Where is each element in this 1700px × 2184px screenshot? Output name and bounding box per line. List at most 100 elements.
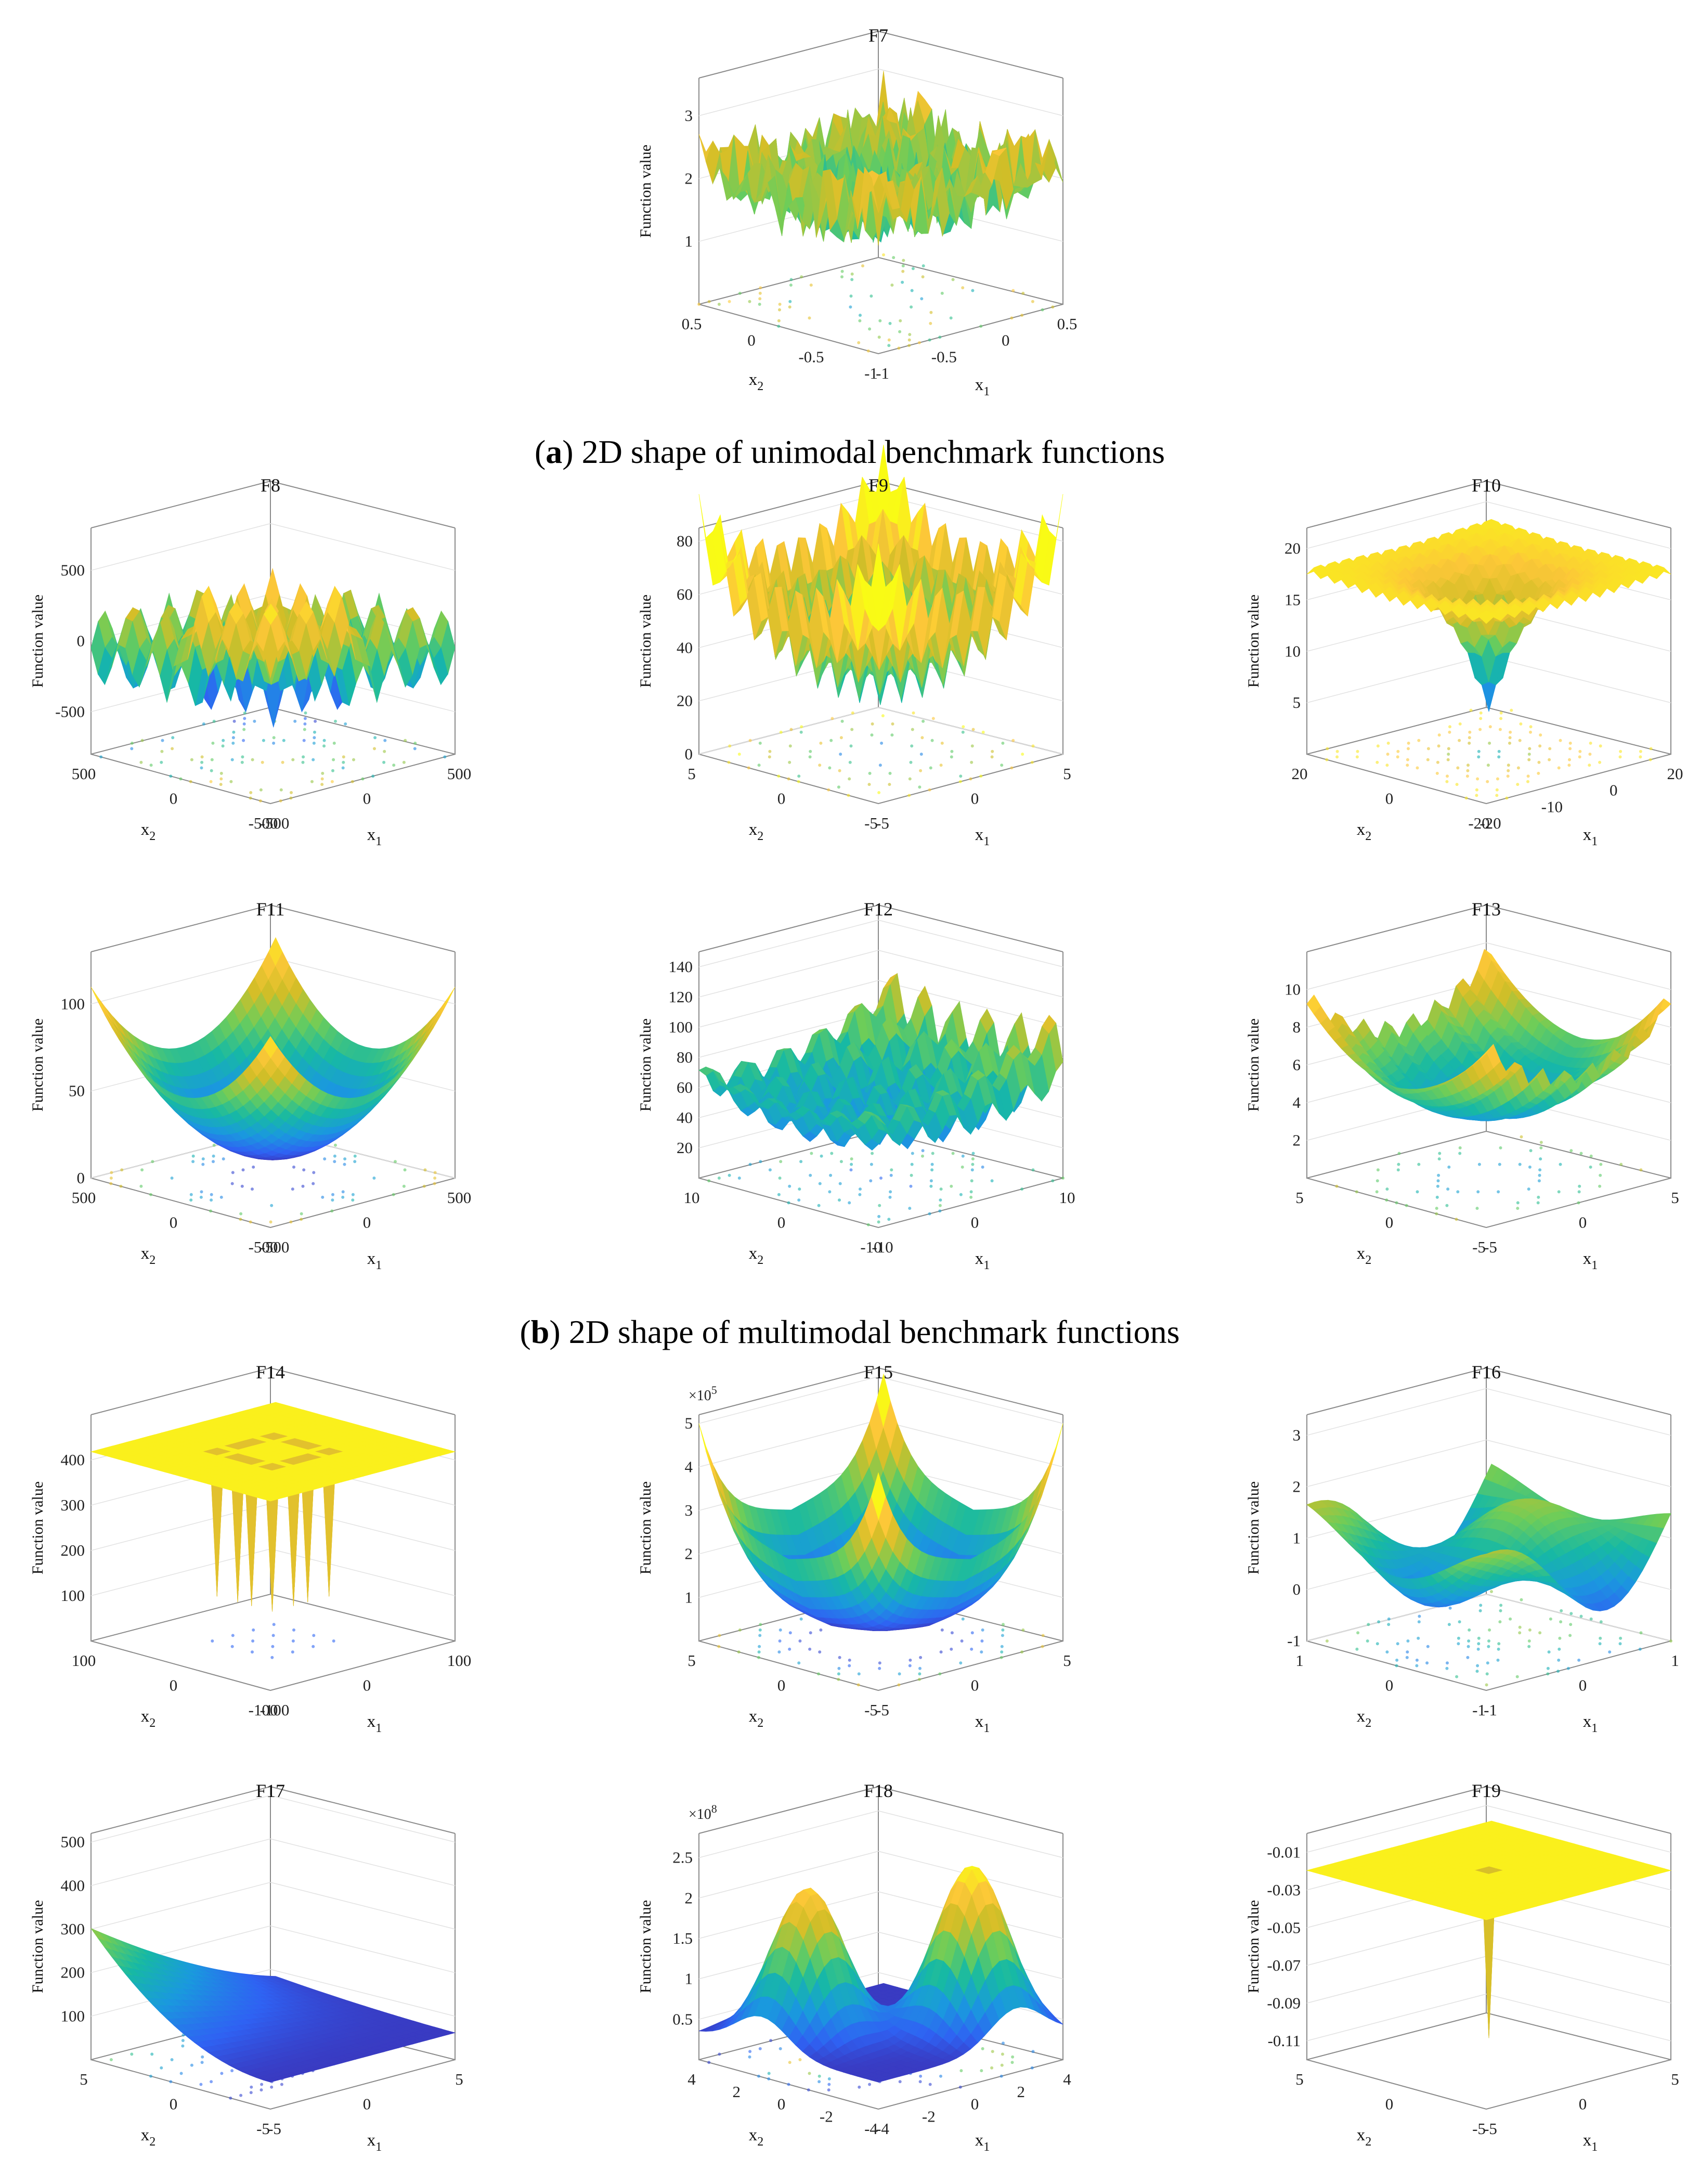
contour-dot [1527,1187,1530,1191]
contour-dot [1618,755,1622,759]
plot-title: F11 [256,899,285,920]
contour-dot [1507,764,1510,767]
contour-dot [252,1165,255,1169]
contour-dot [1499,711,1503,715]
y-tick-label: -5 [864,814,878,832]
contour-dot [1497,749,1501,753]
contour-dot [931,717,935,720]
contour-dot [908,333,912,337]
contour-dot [258,799,262,803]
contour-dot [889,1173,893,1177]
contour-dot [1375,1190,1379,1194]
contour-dot [1416,766,1419,770]
contour-dot [1529,1149,1533,1153]
contour-dot [1445,780,1449,783]
x-tick-label: 0 [1002,331,1010,350]
contour-dot [1468,741,1471,745]
contour-dot [950,749,954,753]
z-tick-label: 5 [1293,693,1301,712]
contour-dot [1011,289,1015,292]
contour-dot [341,766,345,770]
z-tick-label: 60 [677,585,693,603]
z-tick-label: 3 [685,107,693,125]
contour-dot [1445,1204,1449,1207]
plot-title: F9 [868,475,888,496]
surface-patch [90,987,106,1013]
contour-dot [262,739,265,742]
y-tick-label: 0 [747,331,756,350]
x-tick-label: 20 [1667,765,1683,783]
contour-dot [351,780,354,783]
contour-dot [1417,739,1421,742]
contour-dot [373,747,376,751]
contour-dot [291,1187,294,1191]
contour-dot [332,741,336,745]
front-floor-edges [90,754,456,805]
contour-dot [1021,753,1024,756]
contour-dot [249,796,252,800]
surface-patch [263,624,278,679]
contour-dot [413,747,417,751]
contour-dot [1051,1179,1055,1183]
contour-dot [940,741,944,745]
contour-dot [1448,725,1451,729]
contour-dot [1435,1207,1438,1210]
z-axis-label: Function value [637,145,654,238]
contour-floor [697,253,1055,353]
z-tick-label: 0 [685,745,693,763]
x-tick-label: 0.5 [1057,315,1078,333]
contour-dot [341,1195,345,1199]
contour-dot [849,744,853,748]
contour-dot [351,1193,355,1196]
contour-dot [191,1160,195,1164]
contour-dot [249,1220,252,1224]
y-tick-label: -10 [860,1238,881,1256]
contour-dot [859,314,862,317]
contour-dot [879,1177,883,1180]
contour-dot [890,1168,893,1172]
contour-dot [779,730,783,734]
contour-dot [828,1190,832,1194]
contour-dot [930,1162,934,1166]
contour-dot [171,747,174,751]
z-tick-label: 60 [677,1078,693,1096]
contour-dot [971,1162,975,1166]
contour-dot [433,1177,437,1180]
contour-dot [1478,728,1482,731]
contour-dot [1488,741,1491,745]
contour-dot [303,728,306,731]
z-tick-label: 500 [61,561,85,579]
contour-dot [928,338,931,342]
contour-dot [160,749,164,753]
contour-dot [312,758,315,761]
contour-dot [334,1143,337,1147]
contour-dot [1466,769,1470,772]
contour-floor [727,711,1035,797]
contour-dot [1469,708,1473,712]
front-floor-edges [698,1178,1063,1229]
contour-dot [737,1177,741,1180]
contour-dot [1486,780,1489,783]
contour-dot [1529,730,1532,734]
contour-dot [1578,1184,1581,1188]
contour-dot [921,275,925,279]
contour-dot [303,722,307,726]
contour-dot [392,1193,395,1196]
contour-dot [130,741,134,745]
contour-dot [1509,730,1512,734]
contour-dot [1496,777,1499,781]
contour-dot [1021,291,1025,295]
contour-dot [300,1218,303,1221]
z-tick-label: 80 [677,532,693,550]
contour-dot [281,760,284,764]
y-tick-label: 0 [777,1213,786,1232]
contour-dot [818,764,822,767]
contour-dot [251,758,254,761]
contour-dot [443,755,447,759]
contour-dot [1568,747,1572,751]
y-tick-label: 0 [1385,790,1394,808]
